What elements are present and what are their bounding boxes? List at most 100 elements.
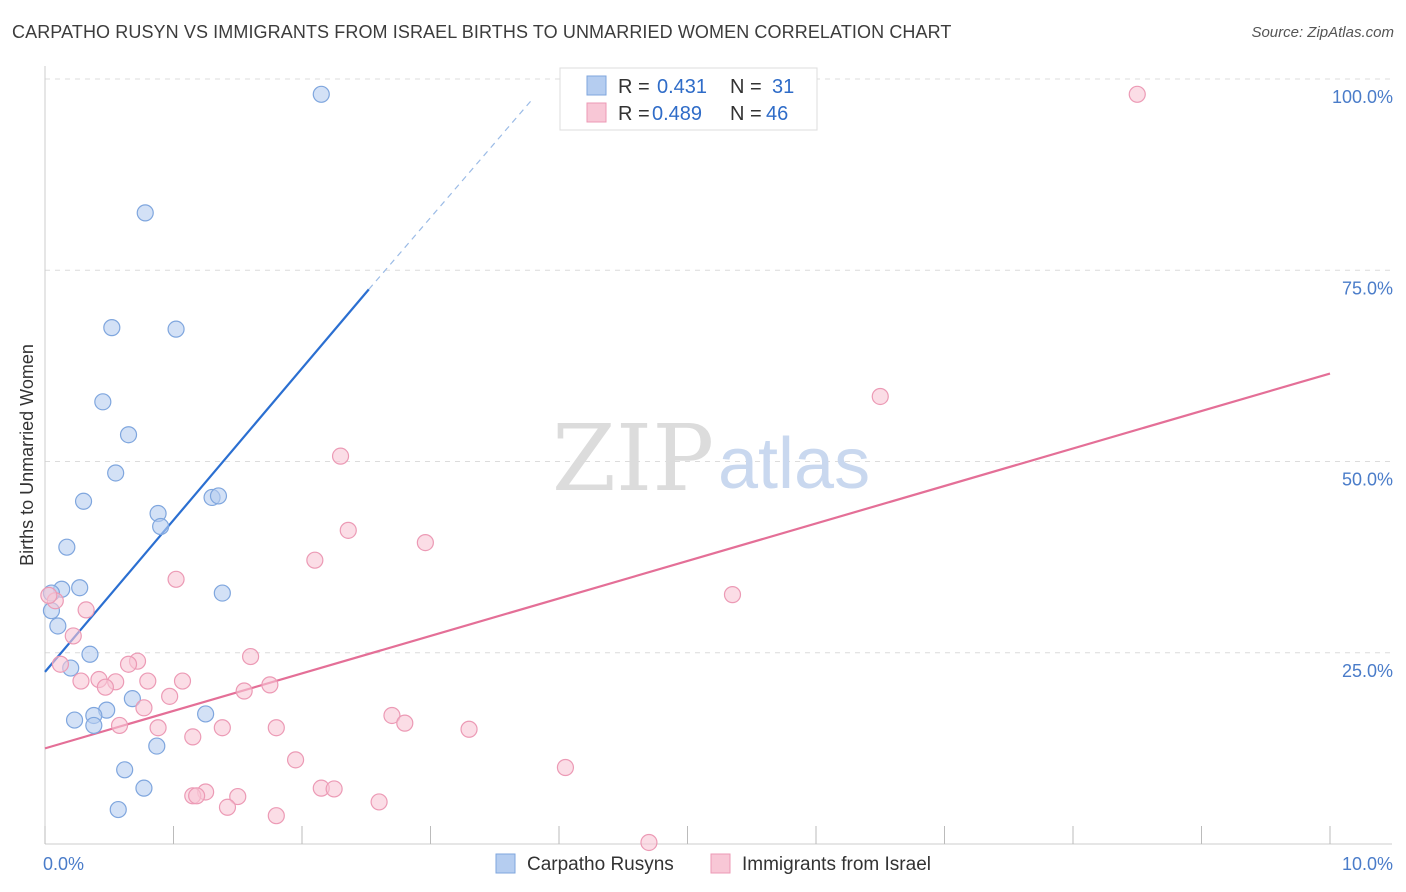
point-immigrants-israel xyxy=(396,714,414,732)
point-immigrants-israel xyxy=(640,833,658,852)
series-legend-swatch-pink xyxy=(710,853,731,874)
point-immigrants-israel xyxy=(261,676,279,694)
y-tick-label: 100.0% xyxy=(1332,87,1393,107)
point-carpatho-rusyns xyxy=(94,393,112,411)
point-immigrants-israel xyxy=(339,521,357,539)
y-axis-title: Births to Unmarried Women xyxy=(17,344,37,566)
point-carpatho-rusyns xyxy=(107,464,125,482)
trendline-carpatho-rusyns-extension xyxy=(368,97,534,290)
source-credit: Source: ZipAtlas.com xyxy=(1251,24,1394,41)
x-tick-label: 10.0% xyxy=(1342,854,1393,874)
point-immigrants-israel xyxy=(416,533,434,552)
point-carpatho-rusyns xyxy=(49,617,67,635)
point-carpatho-rusyns xyxy=(312,85,330,103)
point-immigrants-israel xyxy=(218,798,237,816)
point-immigrants-israel xyxy=(173,672,192,690)
legend-n-label-1: N = xyxy=(730,76,762,98)
point-carpatho-rusyns xyxy=(213,584,231,602)
point-immigrants-israel xyxy=(161,687,179,705)
trendlines xyxy=(44,97,1331,750)
point-immigrants-israel xyxy=(77,601,95,619)
point-carpatho-rusyns xyxy=(209,487,228,505)
point-carpatho-rusyns xyxy=(109,800,127,819)
legend-swatch-blue xyxy=(586,75,607,96)
point-carpatho-rusyns xyxy=(74,492,93,510)
watermark-atlas: atlas xyxy=(718,424,870,504)
point-immigrants-israel xyxy=(267,719,285,737)
point-immigrants-israel xyxy=(306,551,324,569)
y-tick-labels: 25.0% 50.0% 75.0% 100.0% xyxy=(1332,87,1393,681)
point-carpatho-rusyns xyxy=(197,705,215,723)
point-carpatho-rusyns xyxy=(116,761,134,779)
point-carpatho-rusyns xyxy=(152,517,170,536)
legend-r-label-1: R = xyxy=(618,76,650,98)
point-carpatho-rusyns xyxy=(65,711,84,729)
watermark: ZIP atlas xyxy=(552,405,870,512)
y-tick-label: 25.0% xyxy=(1342,661,1393,681)
axes xyxy=(44,66,1392,845)
point-immigrants-israel xyxy=(1128,85,1146,103)
point-immigrants-israel xyxy=(229,787,247,806)
point-immigrants-israel xyxy=(267,807,285,825)
point-immigrants-israel xyxy=(235,682,253,700)
legend-n-label-2: N = xyxy=(730,103,762,125)
legend-n-value-1: 31 xyxy=(772,76,794,98)
y-tick-label: 75.0% xyxy=(1342,278,1393,298)
point-carpatho-rusyns xyxy=(136,204,154,222)
series-legend-label-2: Immigrants from Israel xyxy=(742,854,931,875)
point-immigrants-israel xyxy=(110,716,129,735)
x-tick-labels: 0.0% 10.0% xyxy=(43,854,1393,874)
point-immigrants-israel xyxy=(871,387,889,406)
point-immigrants-israel xyxy=(242,647,260,666)
point-immigrants-israel xyxy=(188,787,206,805)
point-carpatho-rusyns xyxy=(85,716,103,735)
point-immigrants-israel xyxy=(149,719,167,737)
watermark-zip: ZIP xyxy=(552,405,714,512)
point-carpatho-rusyns xyxy=(135,779,153,797)
point-carpatho-rusyns xyxy=(119,426,138,444)
series-legend: Carpatho Rusyns Immigrants from Israel xyxy=(495,853,931,875)
legend-n-value-2: 46 xyxy=(766,103,788,125)
correlation-legend: R = 0.431 N = 31 R = 0.489 N = 46 xyxy=(559,67,818,131)
point-carpatho-rusyns xyxy=(123,690,141,708)
legend-r-value-1: 0.431 xyxy=(657,76,707,98)
data-points xyxy=(40,85,1146,852)
y-tick-label: 50.0% xyxy=(1342,470,1393,490)
point-immigrants-israel xyxy=(64,627,82,645)
point-immigrants-israel xyxy=(184,728,202,746)
point-immigrants-israel xyxy=(556,758,575,777)
point-immigrants-israel xyxy=(96,678,114,696)
point-immigrants-israel xyxy=(72,672,90,690)
point-immigrants-israel xyxy=(167,570,185,588)
point-carpatho-rusyns xyxy=(71,579,89,597)
chart-title: CARPATHO RUSYN VS IMMIGRANTS FROM ISRAEL… xyxy=(12,22,952,42)
x-tick-label: 0.0% xyxy=(43,854,84,874)
point-carpatho-rusyns xyxy=(148,737,166,755)
point-immigrants-israel xyxy=(325,780,343,798)
point-immigrants-israel xyxy=(213,719,231,737)
trendline-immigrants-israel xyxy=(44,372,1331,750)
series-legend-label-1: Carpatho Rusyns xyxy=(527,854,674,875)
legend-swatch-pink xyxy=(586,102,607,123)
point-immigrants-israel xyxy=(460,720,478,738)
point-immigrants-israel xyxy=(40,586,58,604)
trendline-carpatho-rusyns xyxy=(44,288,370,673)
point-carpatho-rusyns xyxy=(167,320,185,338)
point-carpatho-rusyns xyxy=(58,538,76,556)
point-immigrants-israel xyxy=(119,655,138,673)
point-immigrants-israel xyxy=(331,447,350,465)
legend-r-value-2: 0.489 xyxy=(652,103,702,125)
point-immigrants-israel xyxy=(383,706,401,725)
point-immigrants-israel xyxy=(286,751,305,769)
point-immigrants-israel xyxy=(139,672,157,690)
legend-r-label-2: R = xyxy=(618,103,650,125)
gridlines xyxy=(45,78,1392,654)
point-immigrants-israel xyxy=(723,586,742,604)
series-legend-swatch-blue xyxy=(495,853,516,874)
point-carpatho-rusyns xyxy=(103,319,121,337)
point-immigrants-israel xyxy=(370,793,388,811)
point-immigrants-israel xyxy=(51,655,70,673)
point-carpatho-rusyns xyxy=(81,645,99,663)
point-immigrants-israel xyxy=(135,699,153,717)
